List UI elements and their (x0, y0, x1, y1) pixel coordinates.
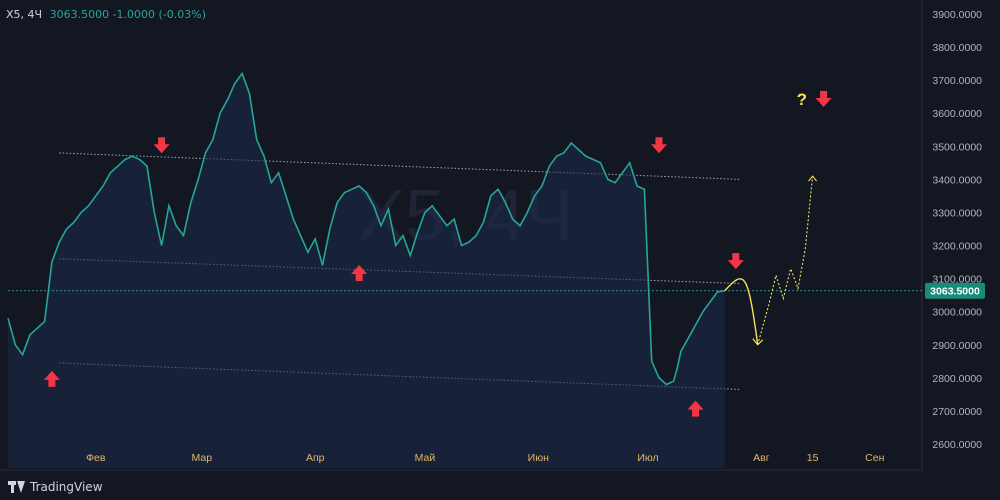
y-tick-label: 3400.0000 (932, 174, 982, 186)
current-price-badge: 3063.5000 (925, 282, 985, 299)
forecast-curve (724, 278, 759, 345)
time-axis[interactable]: Фев Мар Апр Май Июн Июл Авг 15 Сен (86, 452, 885, 464)
x-tick-label: Авг (753, 452, 770, 464)
x-tick-label: Сен (865, 452, 884, 464)
y-tick-label: 3800.0000 (932, 42, 982, 54)
x-tick-label: Июн (528, 452, 549, 464)
forecast-zigzag-arrowhead (808, 175, 818, 182)
price-axis[interactable]: 3900.0000 3800.0000 3700.0000 3600.0000 3500… (932, 9, 982, 451)
price-change: -1.0000 (112, 8, 156, 21)
y-tick-label: 3500.0000 (932, 141, 982, 153)
question-mark-annotation: ? (797, 90, 807, 109)
price-change-percent: (-0.03%) (158, 8, 207, 21)
down-arrow-icon (153, 137, 170, 154)
x-tick-label: 15 (807, 452, 819, 464)
symbol-name: X5, 4Ч (6, 8, 43, 21)
up-arrow-icon (43, 370, 60, 387)
down-arrow-icon (815, 91, 832, 107)
y-tick-label: 3000.0000 (932, 307, 982, 319)
x-tick-label: Июл (637, 452, 658, 464)
price-line (7, 71, 725, 386)
tradingview-logo-icon (8, 481, 25, 493)
x-tick-label: Мар (192, 452, 213, 464)
forecast-zigzag (757, 176, 814, 345)
price-area-fill (8, 73, 725, 469)
x-tick-label: Фев (86, 452, 106, 464)
brand-name: TradingView (30, 480, 103, 494)
down-arrow-icon (727, 253, 744, 270)
y-tick-label: 3700.0000 (932, 75, 982, 87)
signal-markers: ? (43, 90, 832, 417)
y-tick-label: 2800.0000 (932, 373, 982, 385)
y-tick-label: 3900.0000 (932, 9, 982, 21)
last-price: 3063.5000 (49, 8, 110, 21)
up-arrow-icon (687, 400, 704, 417)
tradingview-brand[interactable]: TradingView (8, 480, 103, 494)
y-tick-label: 2900.0000 (932, 340, 982, 352)
y-tick-label: 3100.0000 (932, 274, 982, 286)
x-tick-label: Апр (306, 452, 325, 464)
current-price-label: 3063.5000 (930, 286, 980, 298)
y-tick-label: 3200.0000 (932, 241, 982, 253)
y-tick-label: 3300.0000 (932, 207, 982, 219)
forecast-path (724, 175, 818, 346)
down-arrow-icon (650, 137, 667, 154)
y-tick-label: 3600.0000 (932, 108, 982, 120)
price-values: 3063.5000 -1.0000 (-0.03%) (50, 8, 206, 21)
symbol-header[interactable]: X5, 4Ч 3063.5000 -1.0000 (-0.03%) (6, 8, 206, 21)
up-arrow-icon (351, 265, 368, 281)
x-tick-label: Май (415, 452, 436, 464)
y-tick-label: 2700.0000 (932, 406, 982, 418)
y-tick-label: 2600.0000 (932, 439, 982, 451)
